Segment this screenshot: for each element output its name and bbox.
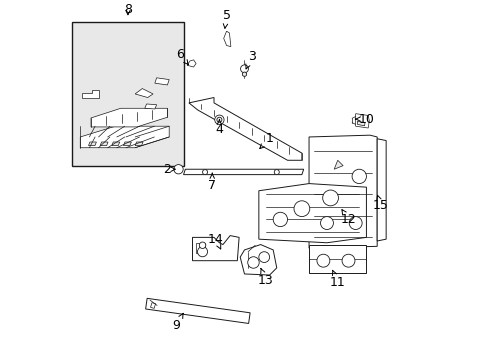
Text: 5: 5 bbox=[222, 9, 230, 28]
Text: 9: 9 bbox=[172, 313, 183, 332]
Text: 13: 13 bbox=[258, 269, 273, 287]
Circle shape bbox=[274, 170, 279, 175]
Polygon shape bbox=[150, 303, 155, 309]
Text: 8: 8 bbox=[123, 3, 132, 16]
Polygon shape bbox=[88, 142, 96, 145]
Circle shape bbox=[322, 190, 338, 206]
Polygon shape bbox=[135, 89, 153, 98]
Polygon shape bbox=[223, 31, 230, 46]
Polygon shape bbox=[196, 243, 204, 253]
Circle shape bbox=[351, 169, 366, 184]
Polygon shape bbox=[82, 90, 99, 98]
Polygon shape bbox=[240, 244, 276, 275]
Polygon shape bbox=[357, 121, 364, 126]
Circle shape bbox=[348, 217, 362, 229]
Polygon shape bbox=[112, 142, 120, 145]
Text: 6: 6 bbox=[176, 48, 188, 65]
Text: 12: 12 bbox=[340, 210, 356, 226]
Circle shape bbox=[174, 165, 183, 174]
Circle shape bbox=[214, 115, 224, 125]
Polygon shape bbox=[192, 235, 239, 261]
Polygon shape bbox=[100, 142, 108, 145]
Polygon shape bbox=[80, 126, 169, 148]
Polygon shape bbox=[333, 160, 343, 169]
Circle shape bbox=[199, 242, 205, 248]
Polygon shape bbox=[258, 184, 366, 243]
Circle shape bbox=[202, 170, 207, 175]
Circle shape bbox=[247, 257, 259, 268]
Polygon shape bbox=[355, 114, 368, 128]
Text: 4: 4 bbox=[215, 120, 223, 136]
Circle shape bbox=[240, 65, 248, 73]
Polygon shape bbox=[145, 298, 249, 323]
Polygon shape bbox=[144, 104, 156, 109]
Circle shape bbox=[217, 117, 222, 122]
Polygon shape bbox=[135, 142, 142, 145]
Polygon shape bbox=[376, 139, 386, 241]
Text: 7: 7 bbox=[208, 173, 216, 192]
Text: 2: 2 bbox=[163, 163, 175, 176]
Polygon shape bbox=[91, 108, 167, 127]
Polygon shape bbox=[187, 60, 196, 67]
Polygon shape bbox=[308, 244, 366, 273]
Text: 15: 15 bbox=[372, 195, 388, 212]
Circle shape bbox=[273, 212, 287, 226]
Circle shape bbox=[258, 252, 269, 262]
Circle shape bbox=[197, 247, 207, 257]
Polygon shape bbox=[155, 78, 169, 85]
Polygon shape bbox=[183, 169, 303, 175]
Text: 10: 10 bbox=[355, 113, 374, 126]
Bar bbox=[72, 22, 183, 166]
Text: 1: 1 bbox=[259, 132, 273, 149]
Text: 14: 14 bbox=[207, 233, 223, 249]
Text: 11: 11 bbox=[329, 270, 345, 289]
Text: 3: 3 bbox=[245, 50, 255, 69]
Circle shape bbox=[316, 254, 329, 267]
Circle shape bbox=[293, 201, 309, 217]
Circle shape bbox=[341, 254, 354, 267]
Polygon shape bbox=[123, 142, 131, 145]
Circle shape bbox=[320, 217, 333, 229]
Polygon shape bbox=[308, 135, 376, 248]
Polygon shape bbox=[188, 98, 301, 160]
Circle shape bbox=[242, 72, 246, 76]
